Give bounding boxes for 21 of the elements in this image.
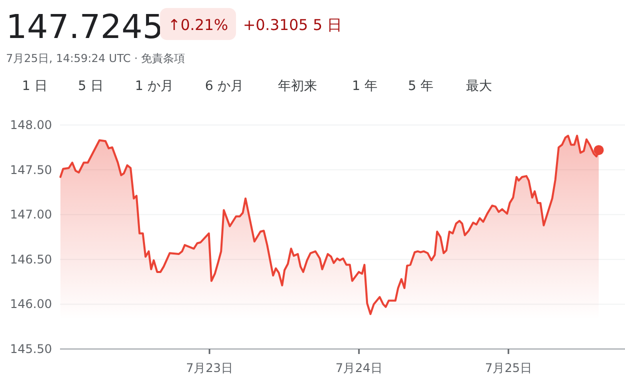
- y-tick-label: 146.50: [10, 252, 52, 266]
- text: 1 年: [352, 79, 378, 94]
- text: 1 日: [22, 79, 48, 94]
- text: +0.3105 5 日: [243, 16, 342, 34]
- text: 5 年: [408, 79, 434, 94]
- text: 6 か月: [205, 79, 244, 94]
- x-tick-label: 7月24日: [336, 361, 382, 375]
- y-tick-label: 147.50: [10, 162, 52, 177]
- y-tick-label: 145.50: [10, 342, 52, 356]
- chart-subtitle: 7月25日, 14:59:24 UTC · 免責条項: [6, 52, 186, 65]
- text: 5 日: [78, 79, 104, 94]
- x-tick-label: 7月23日: [186, 361, 233, 375]
- x-tick-label: 7月25日: [484, 361, 532, 375]
- text: ↑0.21%: [168, 16, 228, 34]
- text: 1 か月: [135, 79, 174, 94]
- chart-title: 147.7245: [6, 7, 164, 46]
- y-tick-label: 148.00: [10, 118, 52, 132]
- text: 年初来: [278, 79, 317, 94]
- y-tick-label: 147.00: [10, 208, 52, 222]
- y-tick-label: 146.00: [10, 297, 52, 312]
- text: 最大: [466, 79, 492, 94]
